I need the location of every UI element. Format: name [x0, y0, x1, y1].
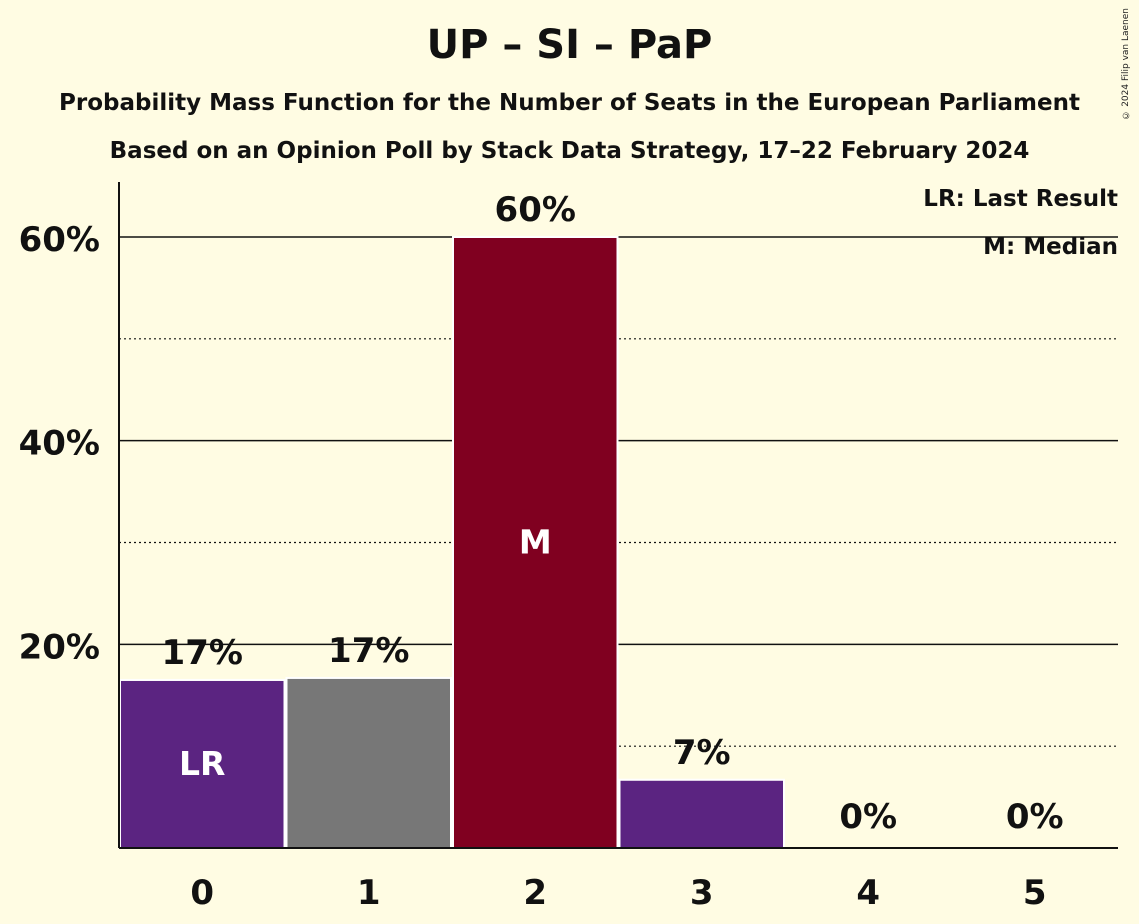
y-tick-label: 20% — [19, 627, 100, 667]
chart-subtitle-poll: Based on an Opinion Poll by Stack Data S… — [109, 138, 1030, 164]
bar-value-label: 17% — [162, 633, 243, 673]
y-tick-label: 60% — [19, 220, 100, 260]
bar-marker-label: M — [519, 523, 552, 562]
bar — [452, 236, 619, 849]
x-tick-label: 2 — [523, 873, 547, 913]
bar-value-label: 7% — [673, 733, 731, 773]
y-tick-label: 40% — [19, 424, 100, 464]
legend-median: M: Median — [983, 234, 1118, 260]
x-tick-label: 4 — [856, 873, 880, 913]
bar-value-label: 0% — [839, 797, 897, 837]
x-tick-label: 3 — [690, 873, 714, 913]
bar — [618, 778, 785, 849]
legend-last-result: LR: Last Result — [923, 186, 1118, 212]
x-tick-label: 5 — [1023, 873, 1047, 913]
x-tick-label: 0 — [190, 873, 214, 913]
bar — [119, 678, 286, 849]
bar-value-label: 17% — [328, 631, 409, 671]
chart-subtitle: Probability Mass Function for the Number… — [59, 90, 1080, 116]
chart-title: UP – SI – PaP — [426, 22, 713, 68]
bar-value-label: 0% — [1006, 797, 1064, 837]
x-tick-label: 1 — [357, 873, 381, 913]
bar — [285, 676, 452, 850]
bar-marker-label: LR — [179, 744, 225, 783]
bar-value-label: 60% — [495, 190, 576, 230]
